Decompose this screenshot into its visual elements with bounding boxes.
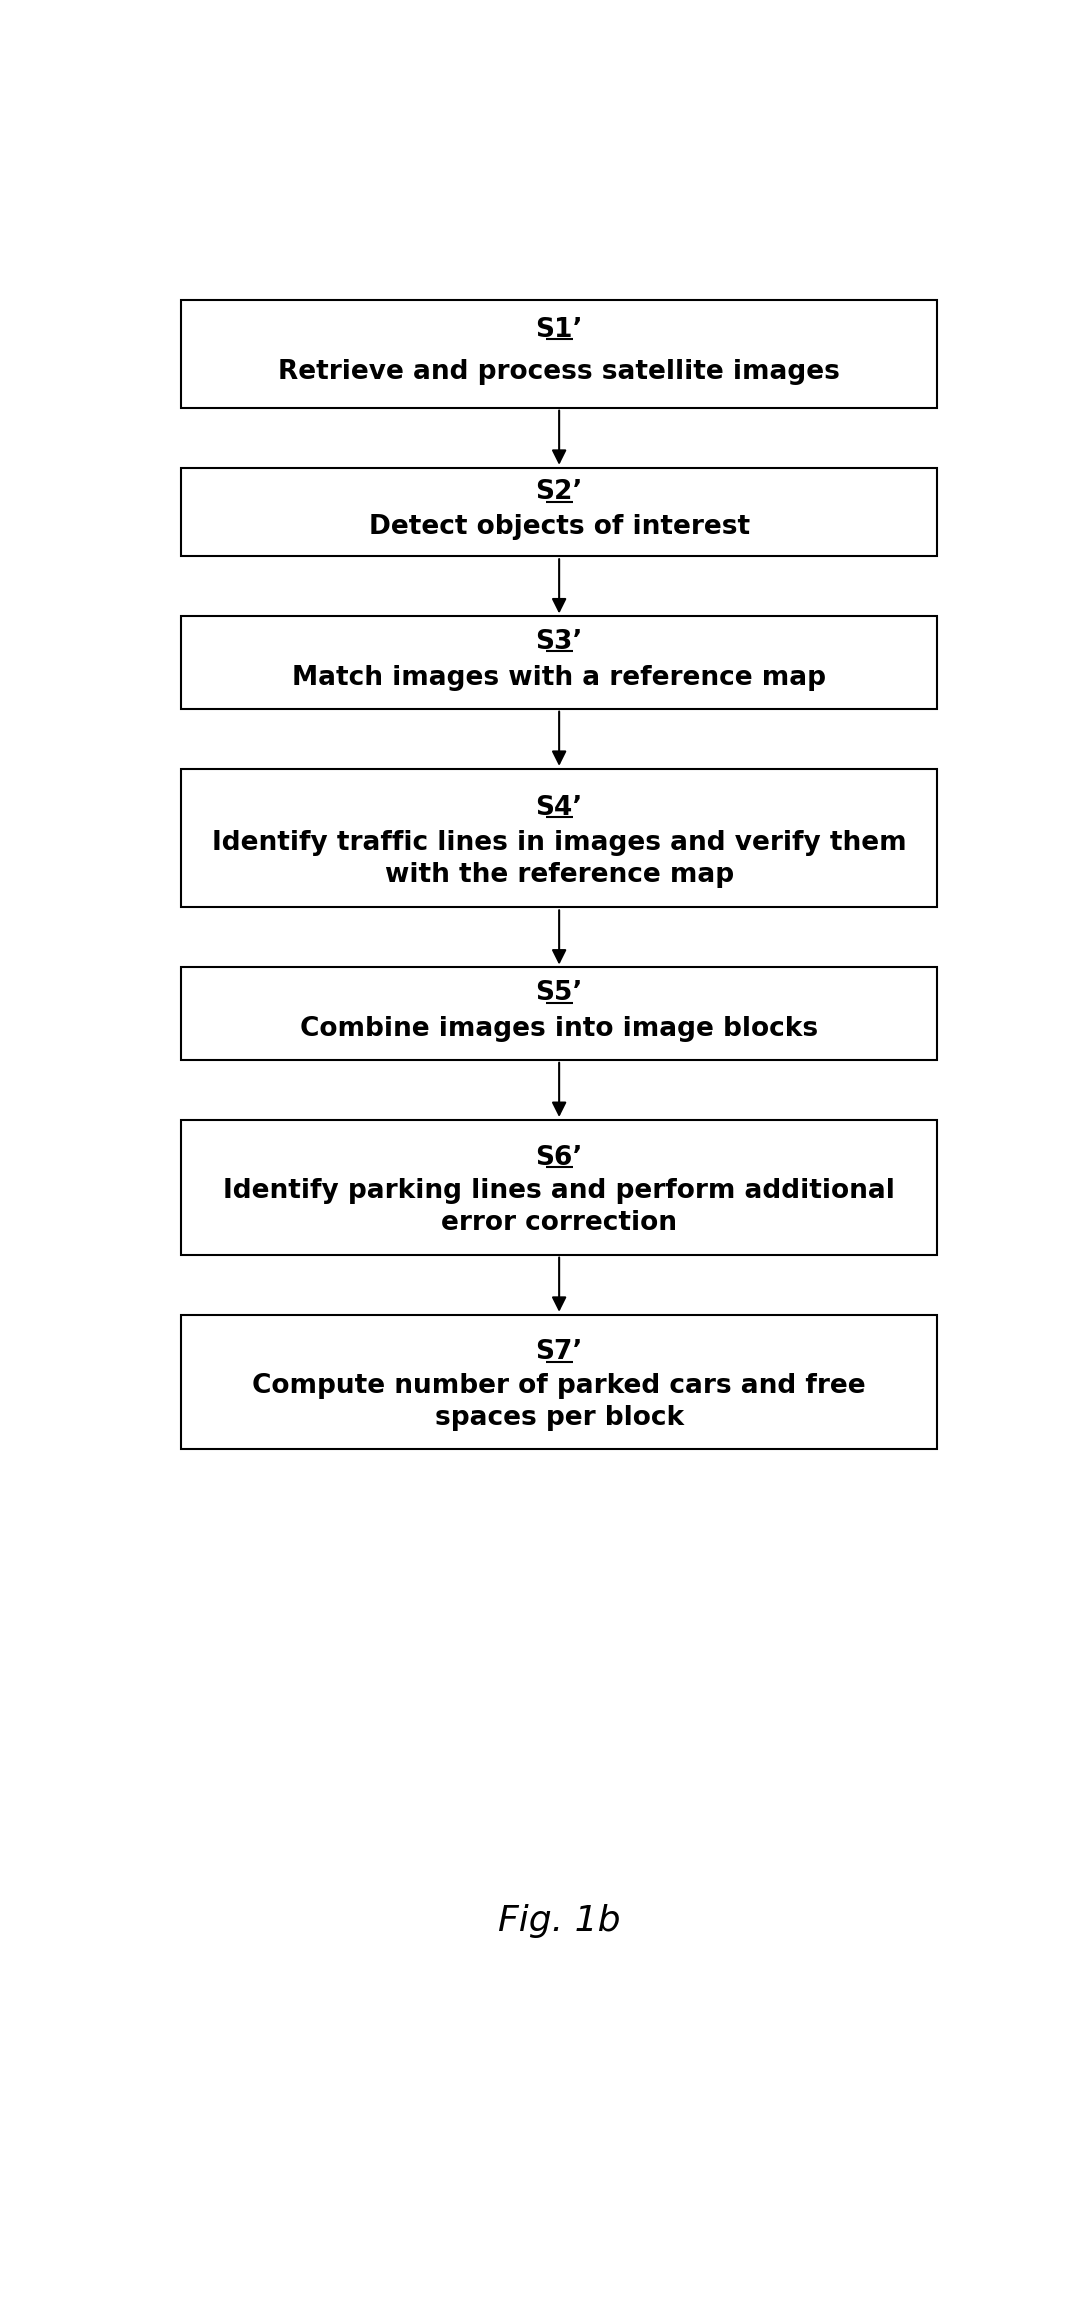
- Text: S3’: S3’: [536, 628, 583, 656]
- Text: S2’: S2’: [536, 480, 583, 506]
- Text: Combine images into image blocks: Combine images into image blocks: [300, 1016, 818, 1041]
- Bar: [181, 770, 937, 907]
- Text: Compute number of parked cars and free
spaces per block: Compute number of parked cars and free s…: [252, 1373, 866, 1431]
- Text: Retrieve and process satellite images: Retrieve and process satellite images: [278, 359, 840, 385]
- Bar: [181, 967, 937, 1060]
- Bar: [181, 1315, 937, 1449]
- Text: Detect objects of interest: Detect objects of interest: [369, 515, 750, 540]
- Bar: [181, 299, 937, 408]
- Text: Match images with a reference map: Match images with a reference map: [292, 666, 826, 691]
- Text: S7’: S7’: [536, 1340, 583, 1366]
- Text: Identify parking lines and perform additional
error correction: Identify parking lines and perform addit…: [224, 1178, 895, 1236]
- Text: Identify traffic lines in images and verify them
with the reference map: Identify traffic lines in images and ver…: [212, 830, 907, 888]
- Text: Fig. 1b: Fig. 1b: [497, 1904, 621, 1939]
- Bar: [181, 1120, 937, 1255]
- Text: S5’: S5’: [536, 981, 583, 1006]
- Text: S6’: S6’: [536, 1146, 583, 1171]
- Text: S1’: S1’: [536, 318, 583, 343]
- Bar: [181, 617, 937, 710]
- Bar: [181, 468, 937, 557]
- Text: S4’: S4’: [536, 795, 583, 821]
